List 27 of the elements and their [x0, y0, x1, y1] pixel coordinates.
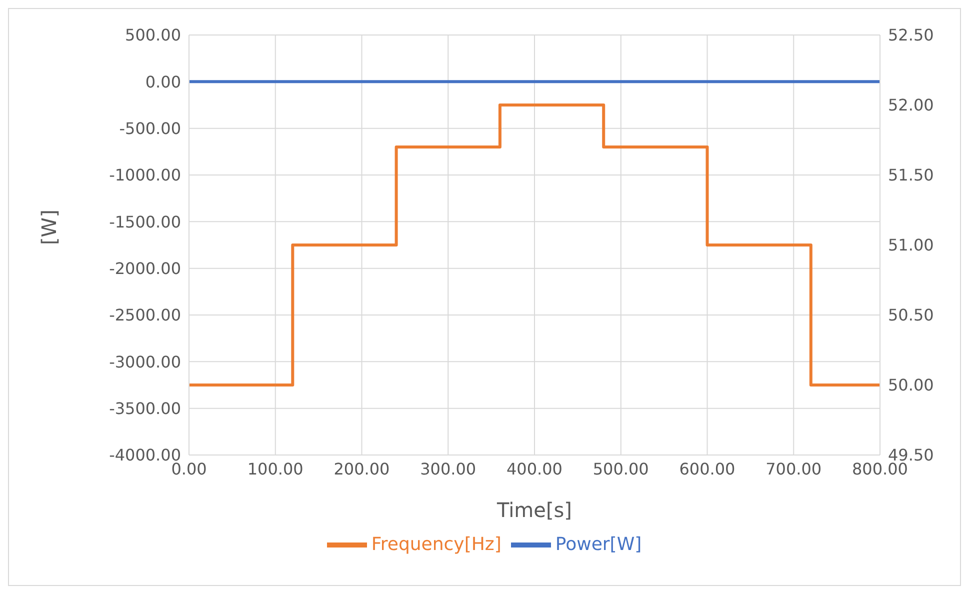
y-tick-label: -2500.00	[109, 306, 181, 325]
x-tick-label: 200.00	[334, 459, 390, 478]
y-tick-label: -3000.00	[109, 352, 181, 372]
y2-tick-label: 52.00	[888, 96, 934, 115]
y-tick-label: -2000.00	[109, 259, 181, 278]
x-tick-label: 700.00	[766, 459, 822, 478]
legend-label: Power[W]	[555, 534, 642, 555]
y-tick-label: -1000.00	[109, 166, 181, 185]
y-tick-label: 500.00	[125, 26, 181, 45]
x-tick-label: 600.00	[679, 459, 736, 478]
y2-tick-label: 52.50	[888, 26, 934, 45]
x-tick-label: 400.00	[506, 459, 562, 478]
y-tick-label: -1500.00	[109, 212, 181, 232]
y-tick-label: -500.00	[119, 119, 181, 138]
y2-tick-label: 51.00	[888, 236, 934, 255]
y2-tick-label: 50.00	[888, 376, 934, 395]
y2-tick-label: 51.50	[888, 166, 934, 185]
x-tick-label: 300.00	[420, 459, 476, 478]
y-tick-label: 0.00	[145, 72, 181, 92]
y-tick-label: -3500.00	[109, 399, 181, 418]
x-tick-label: 100.00	[247, 459, 304, 478]
x-tick-label: 500.00	[592, 459, 649, 478]
x-axis-title: Time[s]	[496, 498, 572, 522]
y2-tick-label: 50.50	[888, 306, 934, 325]
line-series	[189, 104, 880, 386]
legend-label: Frequency[Hz]	[371, 534, 502, 555]
y-axis-title: [W]	[37, 210, 62, 245]
